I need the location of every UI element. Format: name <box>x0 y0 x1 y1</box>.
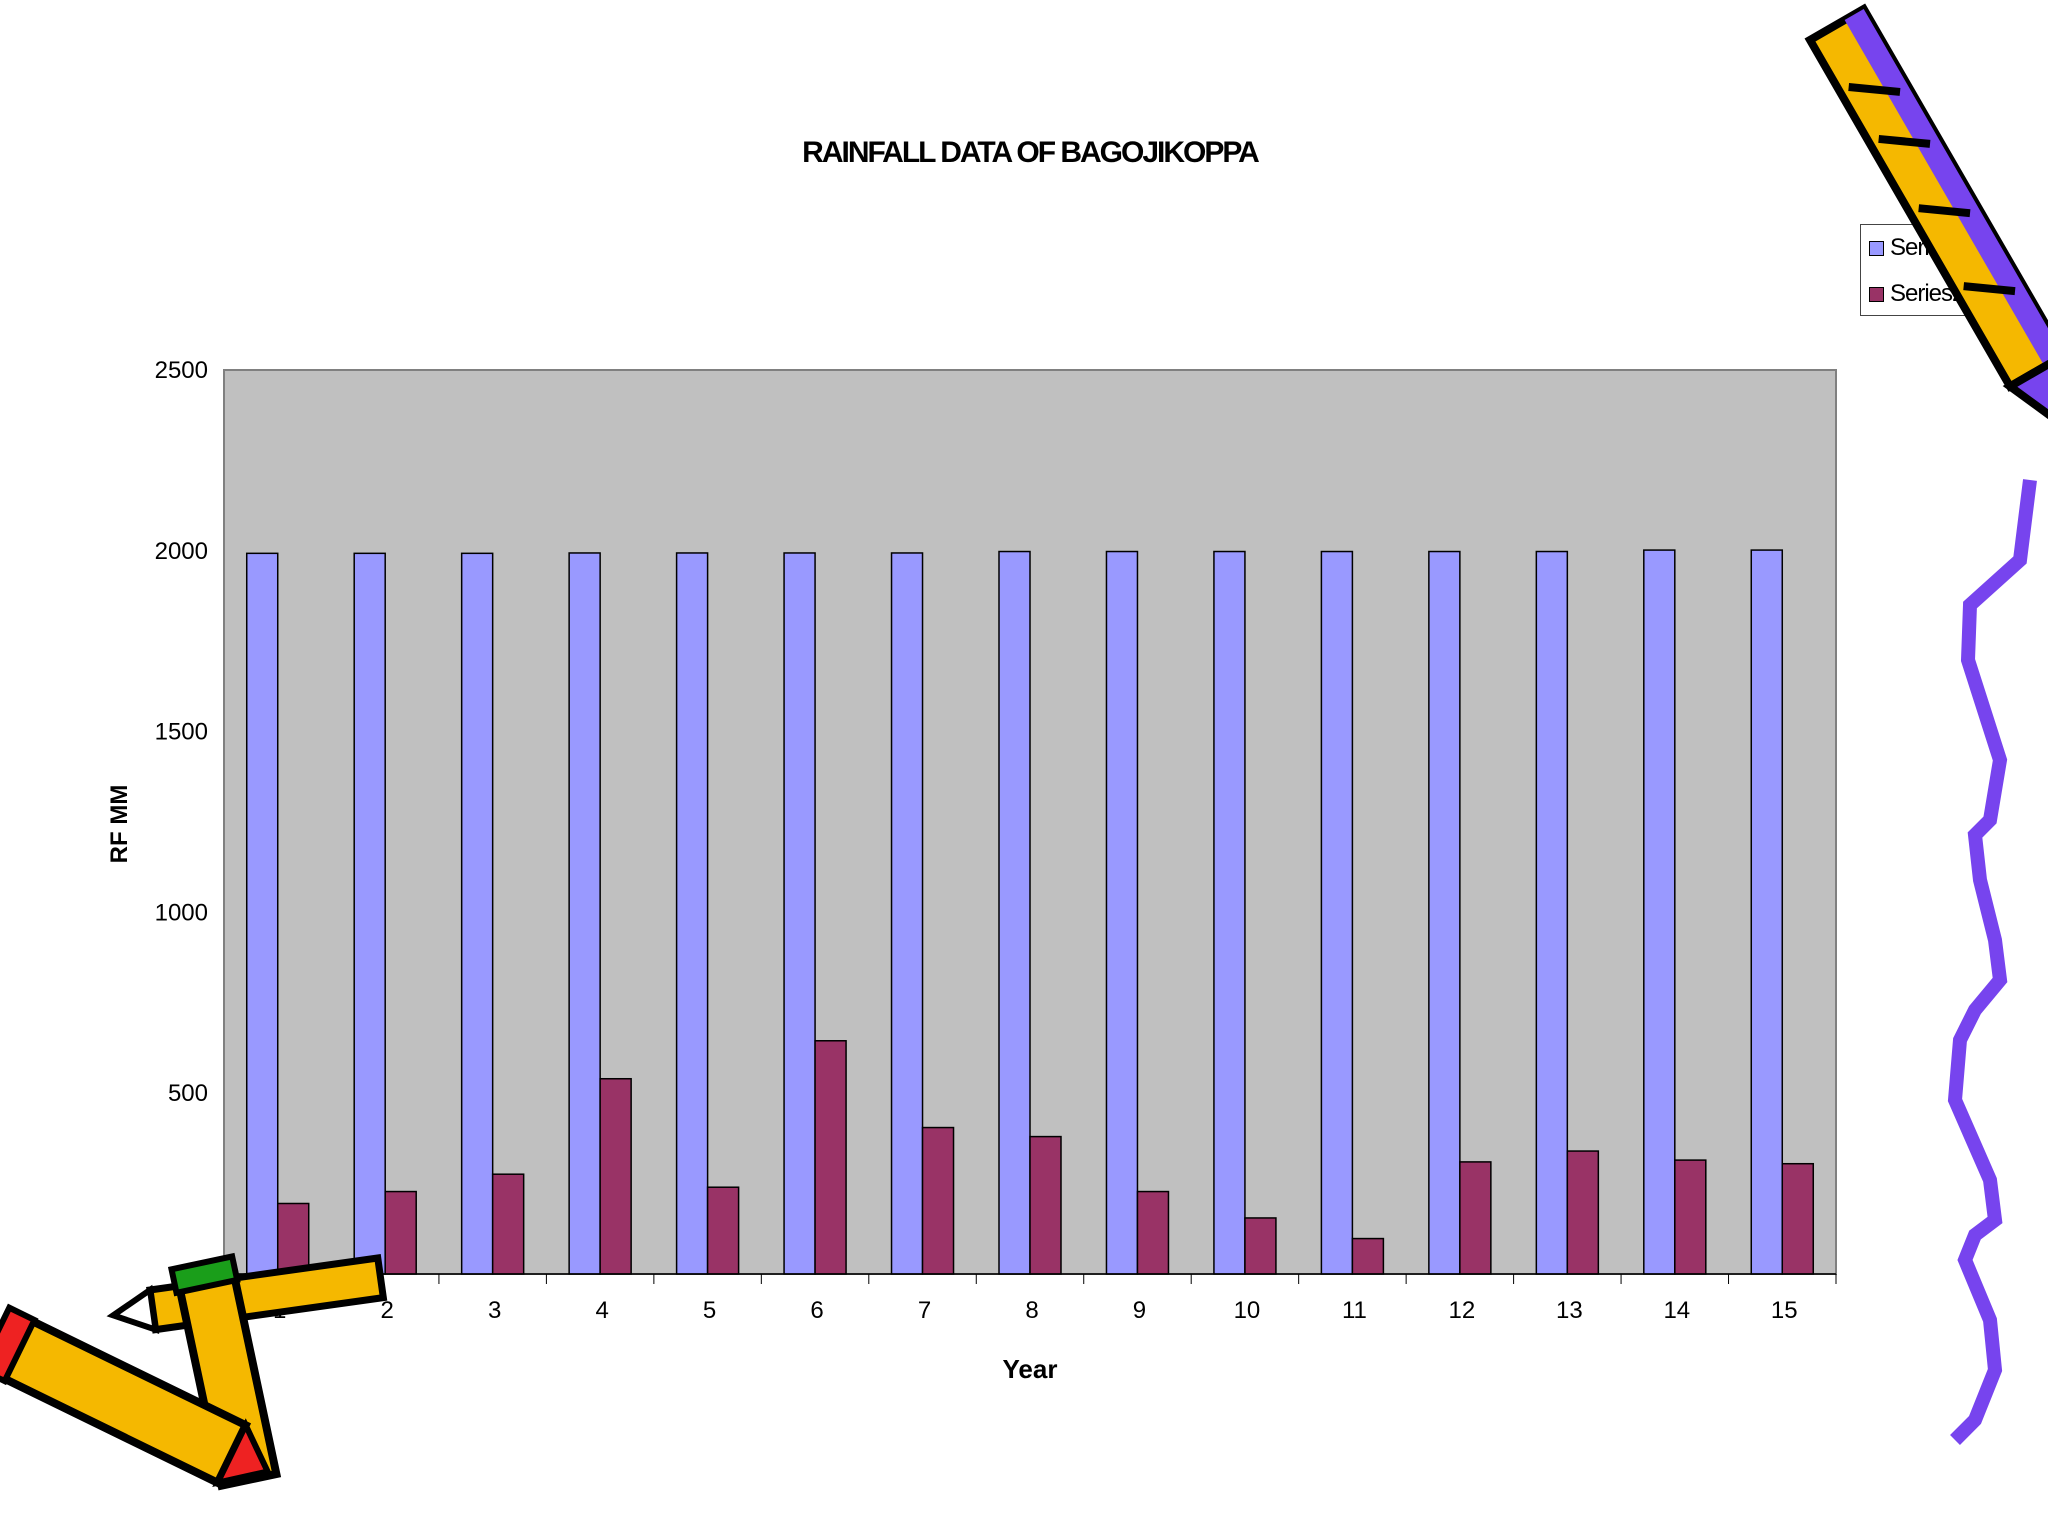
x-tick-label: 15 <box>1771 1297 1798 1324</box>
bar-series2-year-7 <box>921 1126 955 1275</box>
x-tick-label: 11 <box>1342 1297 1367 1324</box>
bar-series2-year-8 <box>1029 1135 1062 1275</box>
x-axis-label: Year <box>1002 1354 1058 1384</box>
x-tick-label: 10 <box>1234 1297 1261 1324</box>
bar-series2-year-6 <box>814 1040 847 1275</box>
bar-series2-year-11 <box>1351 1237 1385 1275</box>
bar-series1-year-6 <box>783 552 816 1275</box>
x-tick-label: 3 <box>488 1297 501 1324</box>
legend-item-series2: Series2 <box>1869 279 1965 309</box>
bars-group <box>245 549 1815 1275</box>
bar-series2-year-4 <box>599 1077 632 1275</box>
x-tick-label: 1 <box>273 1297 286 1324</box>
x-tick-label: 2 <box>381 1297 394 1324</box>
x-tick-label: 14 <box>1663 1297 1690 1324</box>
bar-series1-year-13 <box>1535 550 1569 1275</box>
bar-series1-year-2 <box>353 552 386 1275</box>
bar-series1-year-9 <box>1105 550 1139 1275</box>
x-tick-label: 9 <box>1133 1297 1146 1324</box>
bar-series2-year-9 <box>1136 1190 1170 1275</box>
bar-series1-year-12 <box>1428 550 1461 1275</box>
x-tick-label: 13 <box>1556 1297 1583 1324</box>
y-tick-label: 2000 <box>155 538 208 565</box>
bar-series1-year-11 <box>1320 550 1354 1275</box>
y-tick-label: 500 <box>168 1080 208 1107</box>
bar-series1-year-10 <box>1213 550 1246 1275</box>
bar-series2-year-3 <box>491 1173 525 1275</box>
bar-series2-year-13 <box>1566 1150 1600 1275</box>
bar-series2-year-1 <box>276 1202 310 1275</box>
bar-series1-year-3 <box>460 552 494 1275</box>
chart-title: RAINFALL DATA OF BAGOJIKOPPA <box>802 136 1260 169</box>
y-axis-label: RF MM <box>106 784 133 864</box>
bar-series1-year-1 <box>245 552 279 1275</box>
x-tick-label: 12 <box>1449 1297 1476 1324</box>
y-tick-label: 1500 <box>155 719 208 746</box>
x-tick-label: 5 <box>703 1297 716 1324</box>
bar-series1-year-5 <box>675 552 709 1275</box>
bar-series1-year-7 <box>890 552 924 1275</box>
legend-label-series1: Series1 <box>1890 234 1965 261</box>
bar-series2-year-2 <box>384 1190 417 1275</box>
bar-series1-year-14 <box>1643 549 1676 1275</box>
bar-series2-year-15 <box>1781 1162 1815 1275</box>
x-tick-label: 7 <box>918 1297 931 1324</box>
legend-label-series2: Series2 <box>1890 280 1965 307</box>
y-tick-label: 1000 <box>155 899 208 926</box>
legend-swatch-series1 <box>1869 240 1884 256</box>
legend-item-series1: Series1 <box>1869 233 1965 263</box>
y-tick-label: 2500 <box>155 357 208 384</box>
bar-series1-year-15 <box>1750 549 1784 1275</box>
legend-swatch-series2 <box>1869 286 1884 302</box>
bar-series1-year-8 <box>998 550 1031 1275</box>
bar-series2-year-12 <box>1459 1161 1492 1275</box>
bar-series1-year-4 <box>568 552 601 1275</box>
bar-series2-year-10 <box>1244 1217 1277 1275</box>
x-tick-label: 8 <box>1025 1297 1038 1324</box>
x-tick-label: 4 <box>595 1297 608 1324</box>
legend: Series1 Series2 <box>1860 224 1976 316</box>
x-tick-label: 6 <box>810 1297 823 1324</box>
bar-series2-year-5 <box>706 1186 740 1275</box>
y-tick-label: 0 <box>195 1261 208 1288</box>
bar-series2-year-14 <box>1674 1159 1707 1275</box>
